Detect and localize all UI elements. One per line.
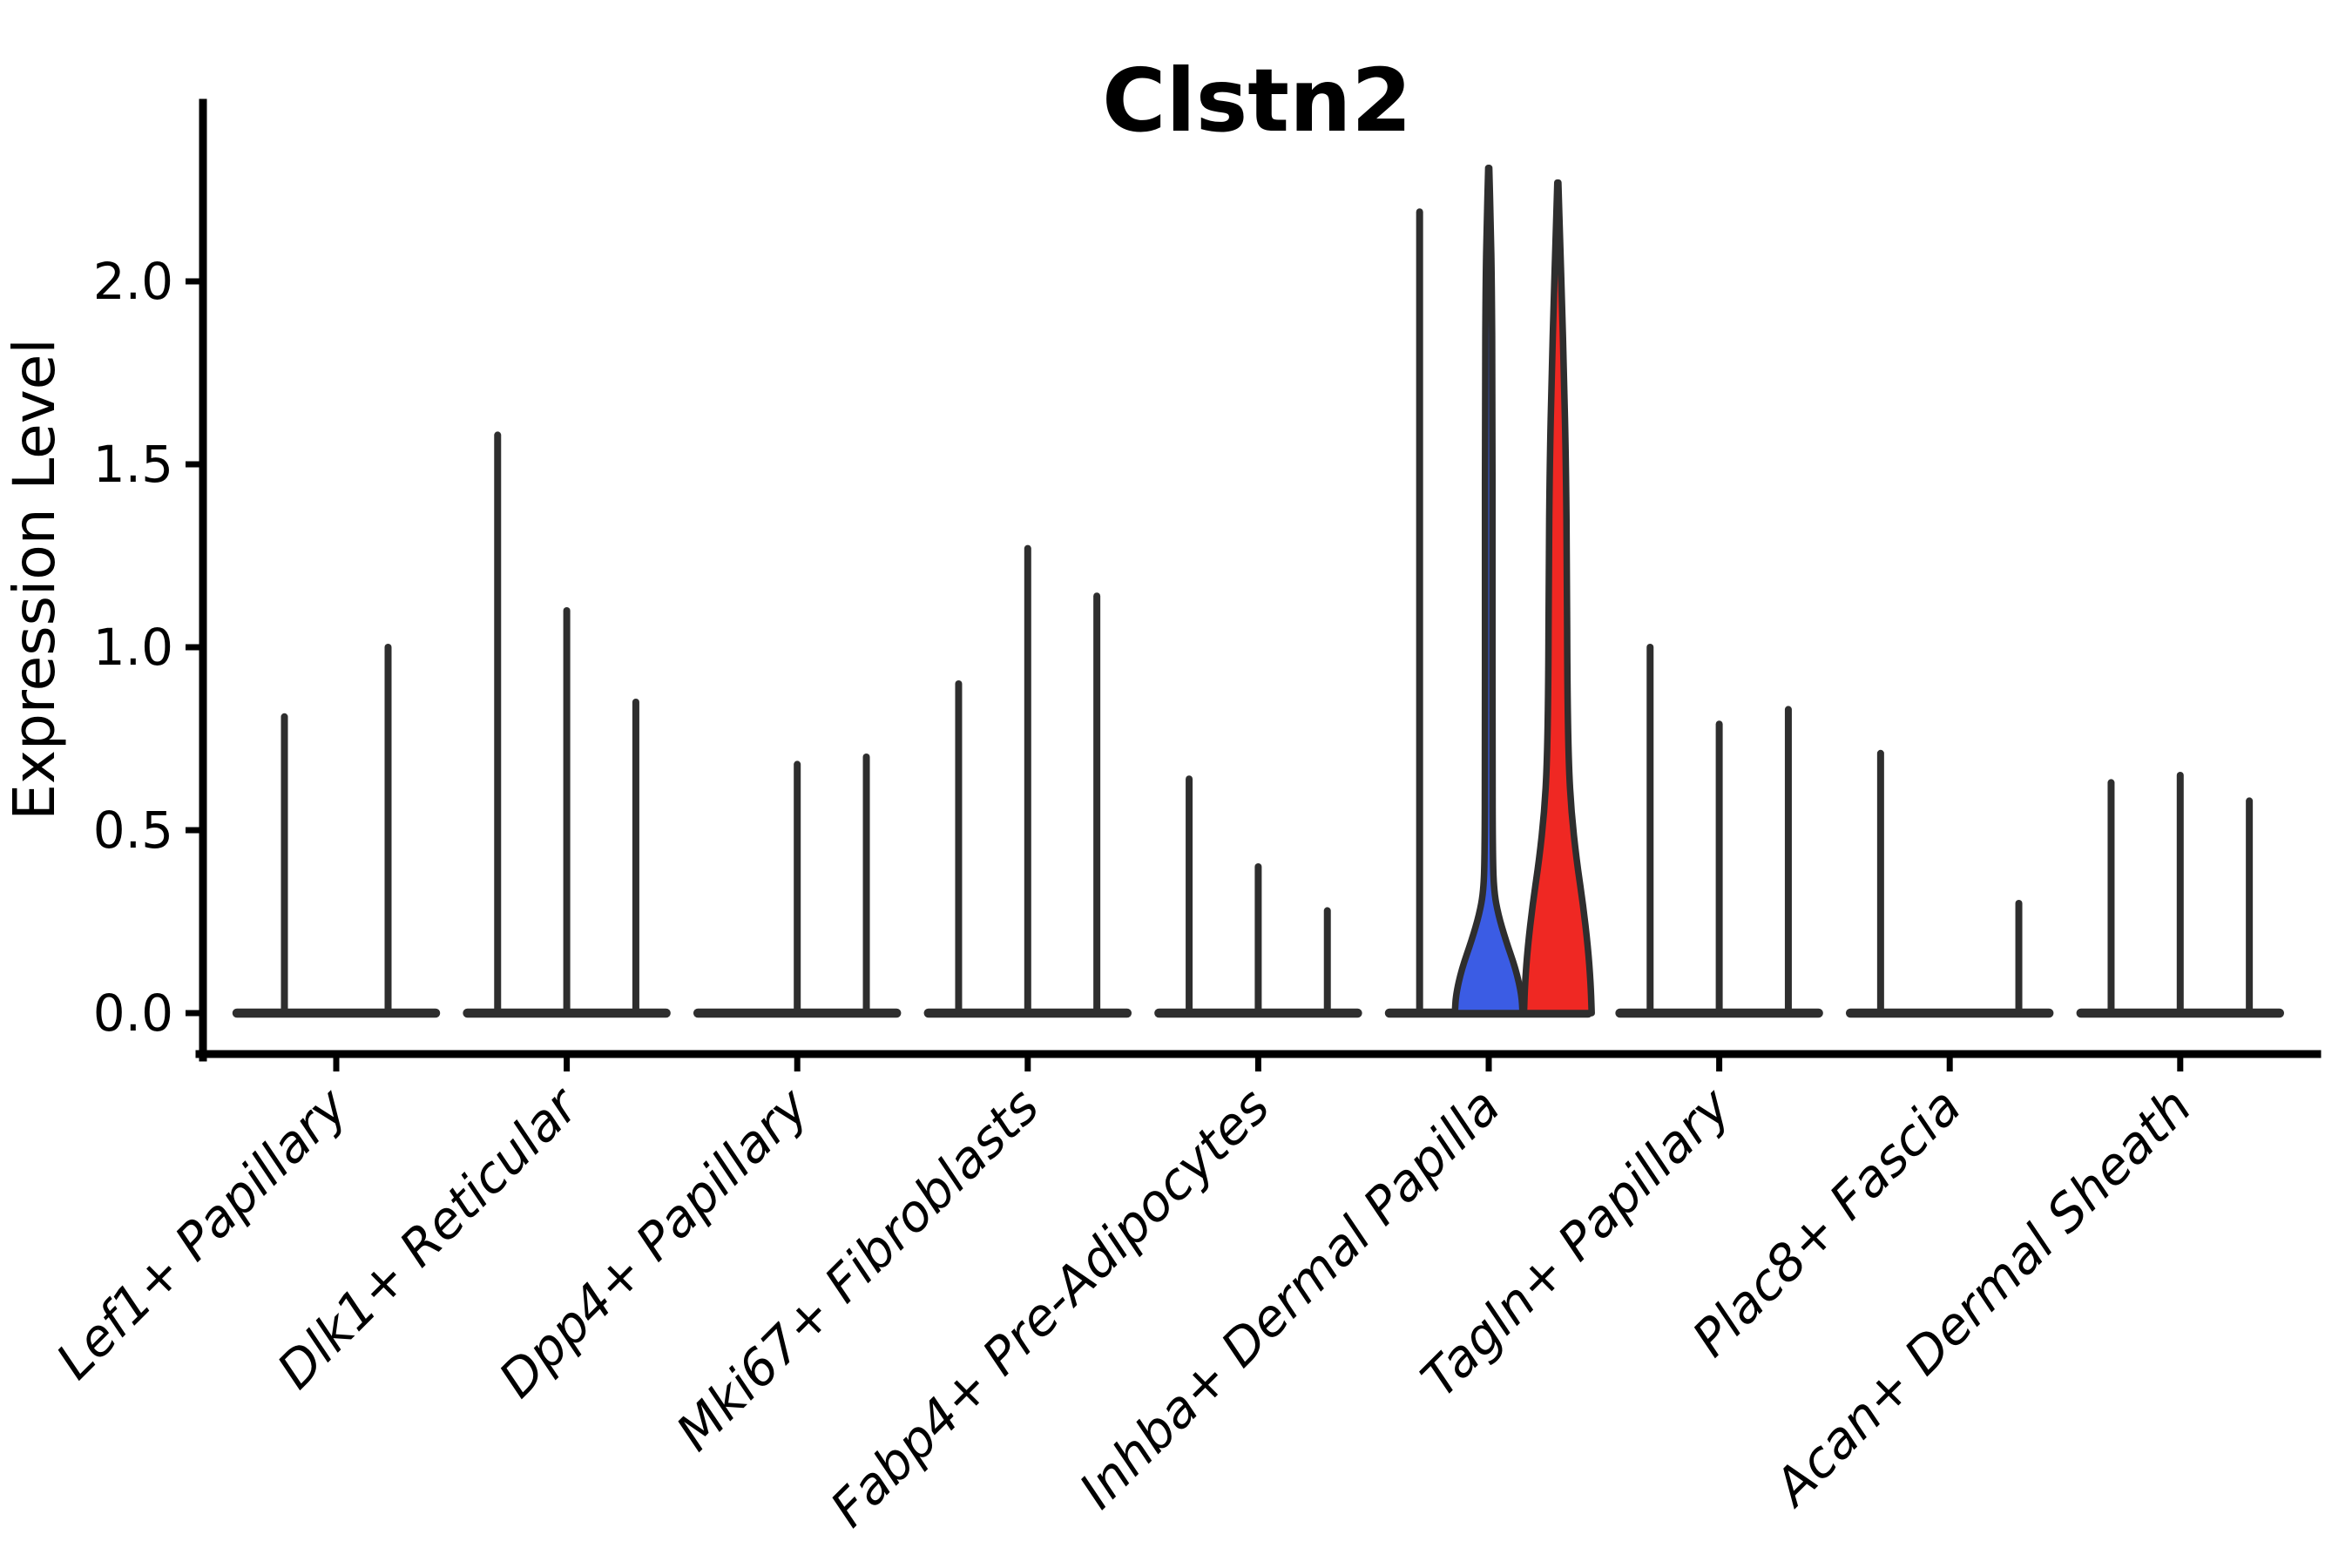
y-tick-labels: 0.0 0.5 1.0 1.5 2.0 xyxy=(93,252,173,1043)
y-tick-label: 0.0 xyxy=(93,983,173,1043)
y-axis-label: Expression Level xyxy=(1,338,68,820)
x-tick-labels: Lef1+ Papillary Dlk1+ Reticular Dpp4+ Pa… xyxy=(44,1075,2202,1538)
y-tick-label: 1.5 xyxy=(93,435,173,494)
violin-blue-highlight xyxy=(1451,165,1526,1017)
x-tick-label-fabp4-preadipocytes: Fabp4+ Pre-Adipocytes xyxy=(819,1077,1281,1538)
chart-title: Clstn2 xyxy=(1102,50,1412,152)
axes xyxy=(186,98,2322,1071)
x-tick-label-inhba-dermal-papilla: Inhba+ Dermal Papilla xyxy=(1068,1077,1511,1520)
violin-red-highlight xyxy=(1520,179,1595,1017)
y-tick-label: 2.0 xyxy=(93,252,173,311)
y-tick-label: 1.0 xyxy=(93,618,173,677)
x-tick-label-acan-dermal-sheath: Acan+ Dermal Sheath xyxy=(1761,1077,2203,1519)
y-tick-label: 0.5 xyxy=(93,801,173,860)
violins-layer xyxy=(232,165,2285,1018)
